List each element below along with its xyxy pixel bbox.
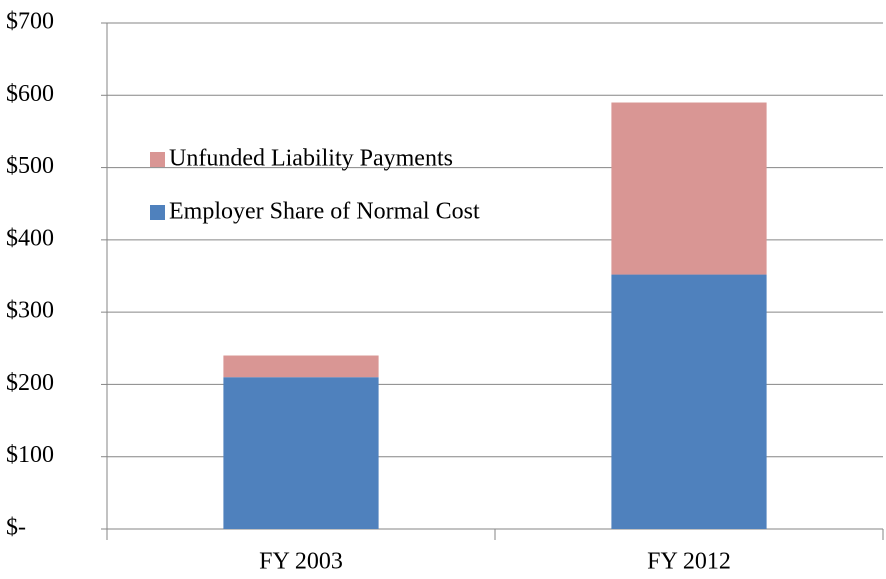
legend-label: Unfunded Liability Payments: [169, 146, 453, 172]
y-tick-label: $500: [6, 153, 54, 179]
bar-segment: [611, 274, 767, 529]
bar-segment: [611, 102, 767, 275]
x-tick-label: FY 2012: [647, 549, 731, 575]
y-tick-label: $700: [6, 9, 54, 35]
y-tick-label: $200: [6, 370, 54, 396]
bar-segment: [223, 377, 379, 529]
bar-segment: [223, 355, 379, 378]
legend-swatch: [150, 205, 165, 220]
legend-swatch: [150, 152, 165, 167]
legend-label: Employer Share of Normal Cost: [169, 199, 480, 225]
y-tick-label: $100: [6, 442, 54, 468]
y-tick-label: $600: [6, 81, 54, 107]
y-tick-label: $-: [6, 515, 26, 541]
x-tick-label: FY 2003: [259, 549, 343, 575]
y-tick-label: $400: [6, 225, 54, 251]
y-tick-label: $300: [6, 298, 54, 324]
